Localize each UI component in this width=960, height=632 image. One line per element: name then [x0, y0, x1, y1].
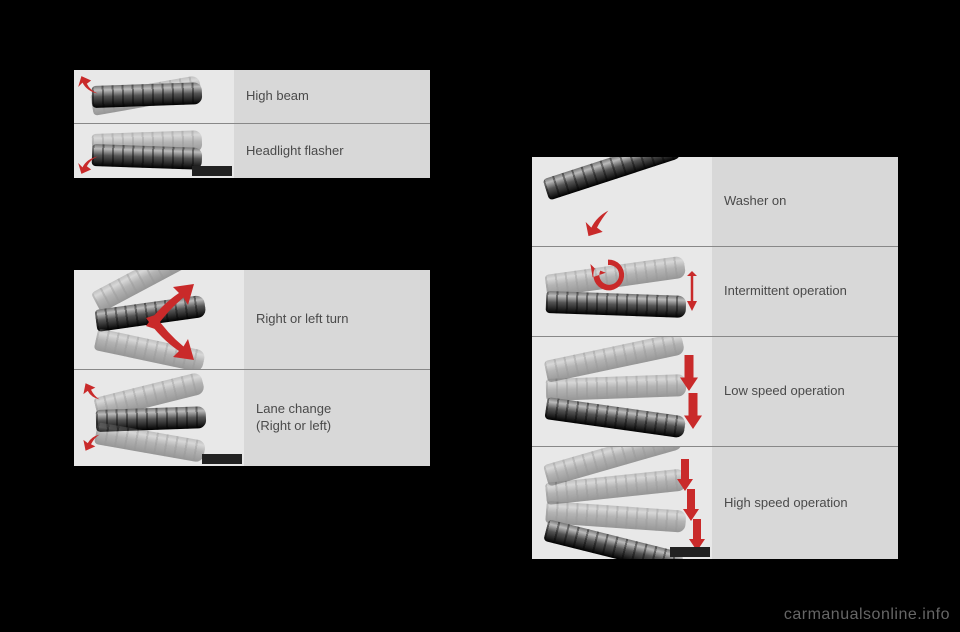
label-low-speed: Low speed operation [712, 337, 898, 446]
row-washer: Washer on [532, 157, 898, 247]
panel-wiper: Washer on Intermittent operation Low spe… [530, 155, 900, 557]
arrow-icon [78, 378, 104, 408]
arrow-icon [680, 489, 702, 521]
arrow-icon [134, 312, 194, 369]
row-high-speed: High speed operation [532, 447, 898, 559]
arrow-icon [76, 74, 102, 100]
arrow-icon [586, 253, 630, 297]
watermark: carmanualsonline.info [784, 606, 950, 624]
arrow-icon [580, 205, 614, 239]
arrow-icon [682, 393, 704, 429]
arrow-icon [78, 426, 104, 456]
diagram-high-speed [532, 447, 712, 559]
label-headlight-flasher: Headlight flasher [234, 124, 430, 178]
arrow-icon [674, 459, 696, 491]
figure-tag [192, 166, 232, 176]
figure-tag [670, 547, 710, 557]
label-washer: Washer on [712, 157, 898, 246]
diagram-headlight-flasher [74, 124, 234, 178]
diagram-washer [532, 157, 712, 246]
panel-headlight: High beam Headlight flasher [72, 68, 432, 176]
row-intermittent: Intermittent operation [532, 247, 898, 337]
arrow-icon [678, 355, 700, 391]
label-high-speed: High speed operation [712, 447, 898, 559]
diagram-lane-change [74, 370, 244, 466]
row-high-beam: High beam [74, 70, 430, 124]
label-intermittent: Intermittent operation [712, 247, 898, 336]
row-headlight-flasher: Headlight flasher [74, 124, 430, 178]
diagram-intermittent [532, 247, 712, 336]
panel-turn-signal: Right or left turn Lane change (Right or… [72, 268, 432, 464]
figure-tag [202, 454, 242, 464]
row-turn: Right or left turn [74, 270, 430, 370]
row-low-speed: Low speed operation [532, 337, 898, 447]
diagram-low-speed [532, 337, 712, 446]
label-high-beam: High beam [234, 70, 430, 123]
arrow-icon [76, 150, 102, 176]
label-turn: Right or left turn [244, 270, 430, 369]
label-lane-change: Lane change (Right or left) [244, 370, 430, 466]
diagram-high-beam [74, 70, 234, 123]
diagram-turn [74, 270, 244, 369]
row-lane-change: Lane change (Right or left) [74, 370, 430, 466]
arrow-icon [682, 271, 702, 311]
